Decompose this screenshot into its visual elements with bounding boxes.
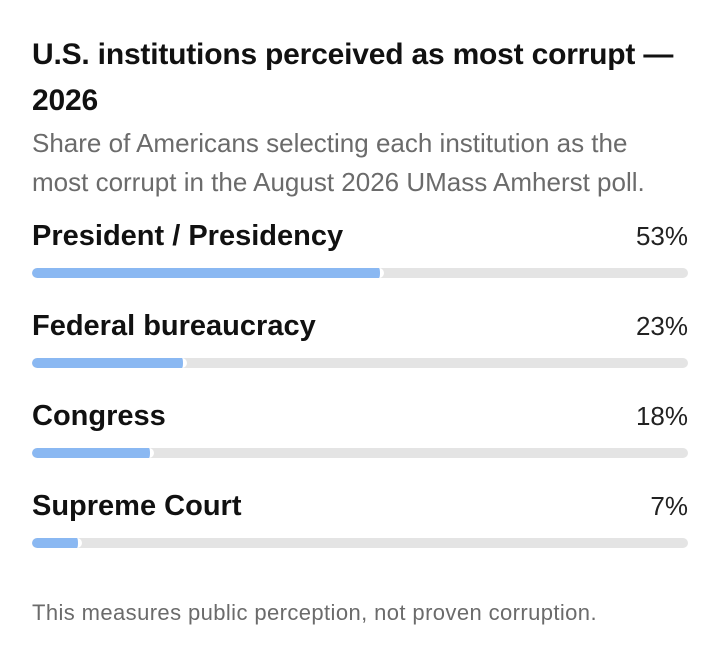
bar-track [32, 538, 688, 548]
bar-label: Federal bureaucracy [32, 310, 316, 342]
bar-row: Congress 18% [32, 400, 688, 490]
bar-row-header: Federal bureaucracy 23% [32, 310, 688, 350]
bar-label: Congress [32, 400, 166, 432]
bar-label: President / Presidency [32, 220, 344, 252]
bar-row: Federal bureaucracy 23% [32, 310, 688, 400]
bar-value-label: 53% [635, 221, 688, 251]
bar [32, 268, 384, 278]
bar-list: President / Presidency 53% Federal bureauc… [32, 220, 688, 580]
bar-value-label: 7% [650, 491, 688, 521]
footnote: This measures public perception, not pro… [32, 600, 597, 625]
bar-label: Supreme Court [32, 490, 242, 522]
bar-row-header: Supreme Court 7% [32, 490, 688, 530]
bar [32, 358, 187, 368]
bar-value-label: 18% [635, 401, 688, 431]
bar-track [32, 268, 688, 278]
chart-subtitle: Share of Americans selecting each instit… [32, 128, 645, 197]
bar-row-header: Congress 18% [32, 400, 688, 440]
bar-row: Supreme Court 7% [32, 490, 688, 580]
chart-title: U.S. institutions perceived as most corr… [32, 38, 674, 117]
bar-row-header: President / Presidency 53% [32, 220, 688, 260]
bar-value-label: 23% [635, 311, 688, 341]
bar [32, 538, 82, 548]
bar-row: President / Presidency 53% [32, 220, 688, 310]
bar-track [32, 448, 688, 458]
bar [32, 448, 154, 458]
bar-track [32, 358, 688, 368]
